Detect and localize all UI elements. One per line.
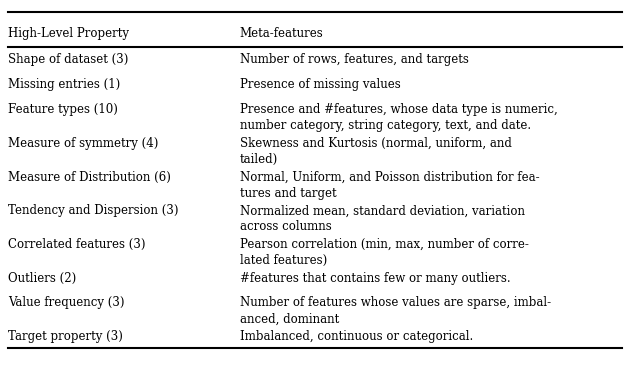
Text: Value frequency (3): Value frequency (3) [8,297,124,309]
Text: Normalized mean, standard deviation, variation
across columns: Normalized mean, standard deviation, var… [239,205,525,233]
Text: High-Level Property: High-Level Property [8,27,129,40]
Text: Tendency and Dispersion (3): Tendency and Dispersion (3) [8,205,178,217]
Text: Missing entries (1): Missing entries (1) [8,78,120,91]
Text: Correlated features (3): Correlated features (3) [8,238,145,251]
Text: Meta-features: Meta-features [239,27,323,40]
Text: Shape of dataset (3): Shape of dataset (3) [8,53,128,66]
Text: Measure of Distribution (6): Measure of Distribution (6) [8,171,170,184]
Text: Skewness and Kurtosis (normal, uniform, and
tailed): Skewness and Kurtosis (normal, uniform, … [239,137,511,166]
Text: Target property (3): Target property (3) [8,330,122,343]
Text: Measure of symmetry (4): Measure of symmetry (4) [8,137,158,150]
Text: Normal, Uniform, and Poisson distribution for fea-
tures and target: Normal, Uniform, and Poisson distributio… [239,171,540,200]
Text: Outliers (2): Outliers (2) [8,272,76,285]
Text: Number of rows, features, and targets: Number of rows, features, and targets [239,53,468,66]
Text: Presence of missing values: Presence of missing values [239,78,401,91]
Text: Number of features whose values are sparse, imbal-
anced, dominant: Number of features whose values are spar… [239,297,551,325]
Text: Feature types (10): Feature types (10) [8,103,118,116]
Text: Imbalanced, continuous or categorical.: Imbalanced, continuous or categorical. [239,330,473,343]
Text: Presence and #features, whose data type is numeric,
number category, string cate: Presence and #features, whose data type … [239,103,557,131]
Text: #features that contains few or many outliers.: #features that contains few or many outl… [239,272,510,285]
Text: Pearson correlation (min, max, number of corre-
lated features): Pearson correlation (min, max, number of… [239,238,529,267]
